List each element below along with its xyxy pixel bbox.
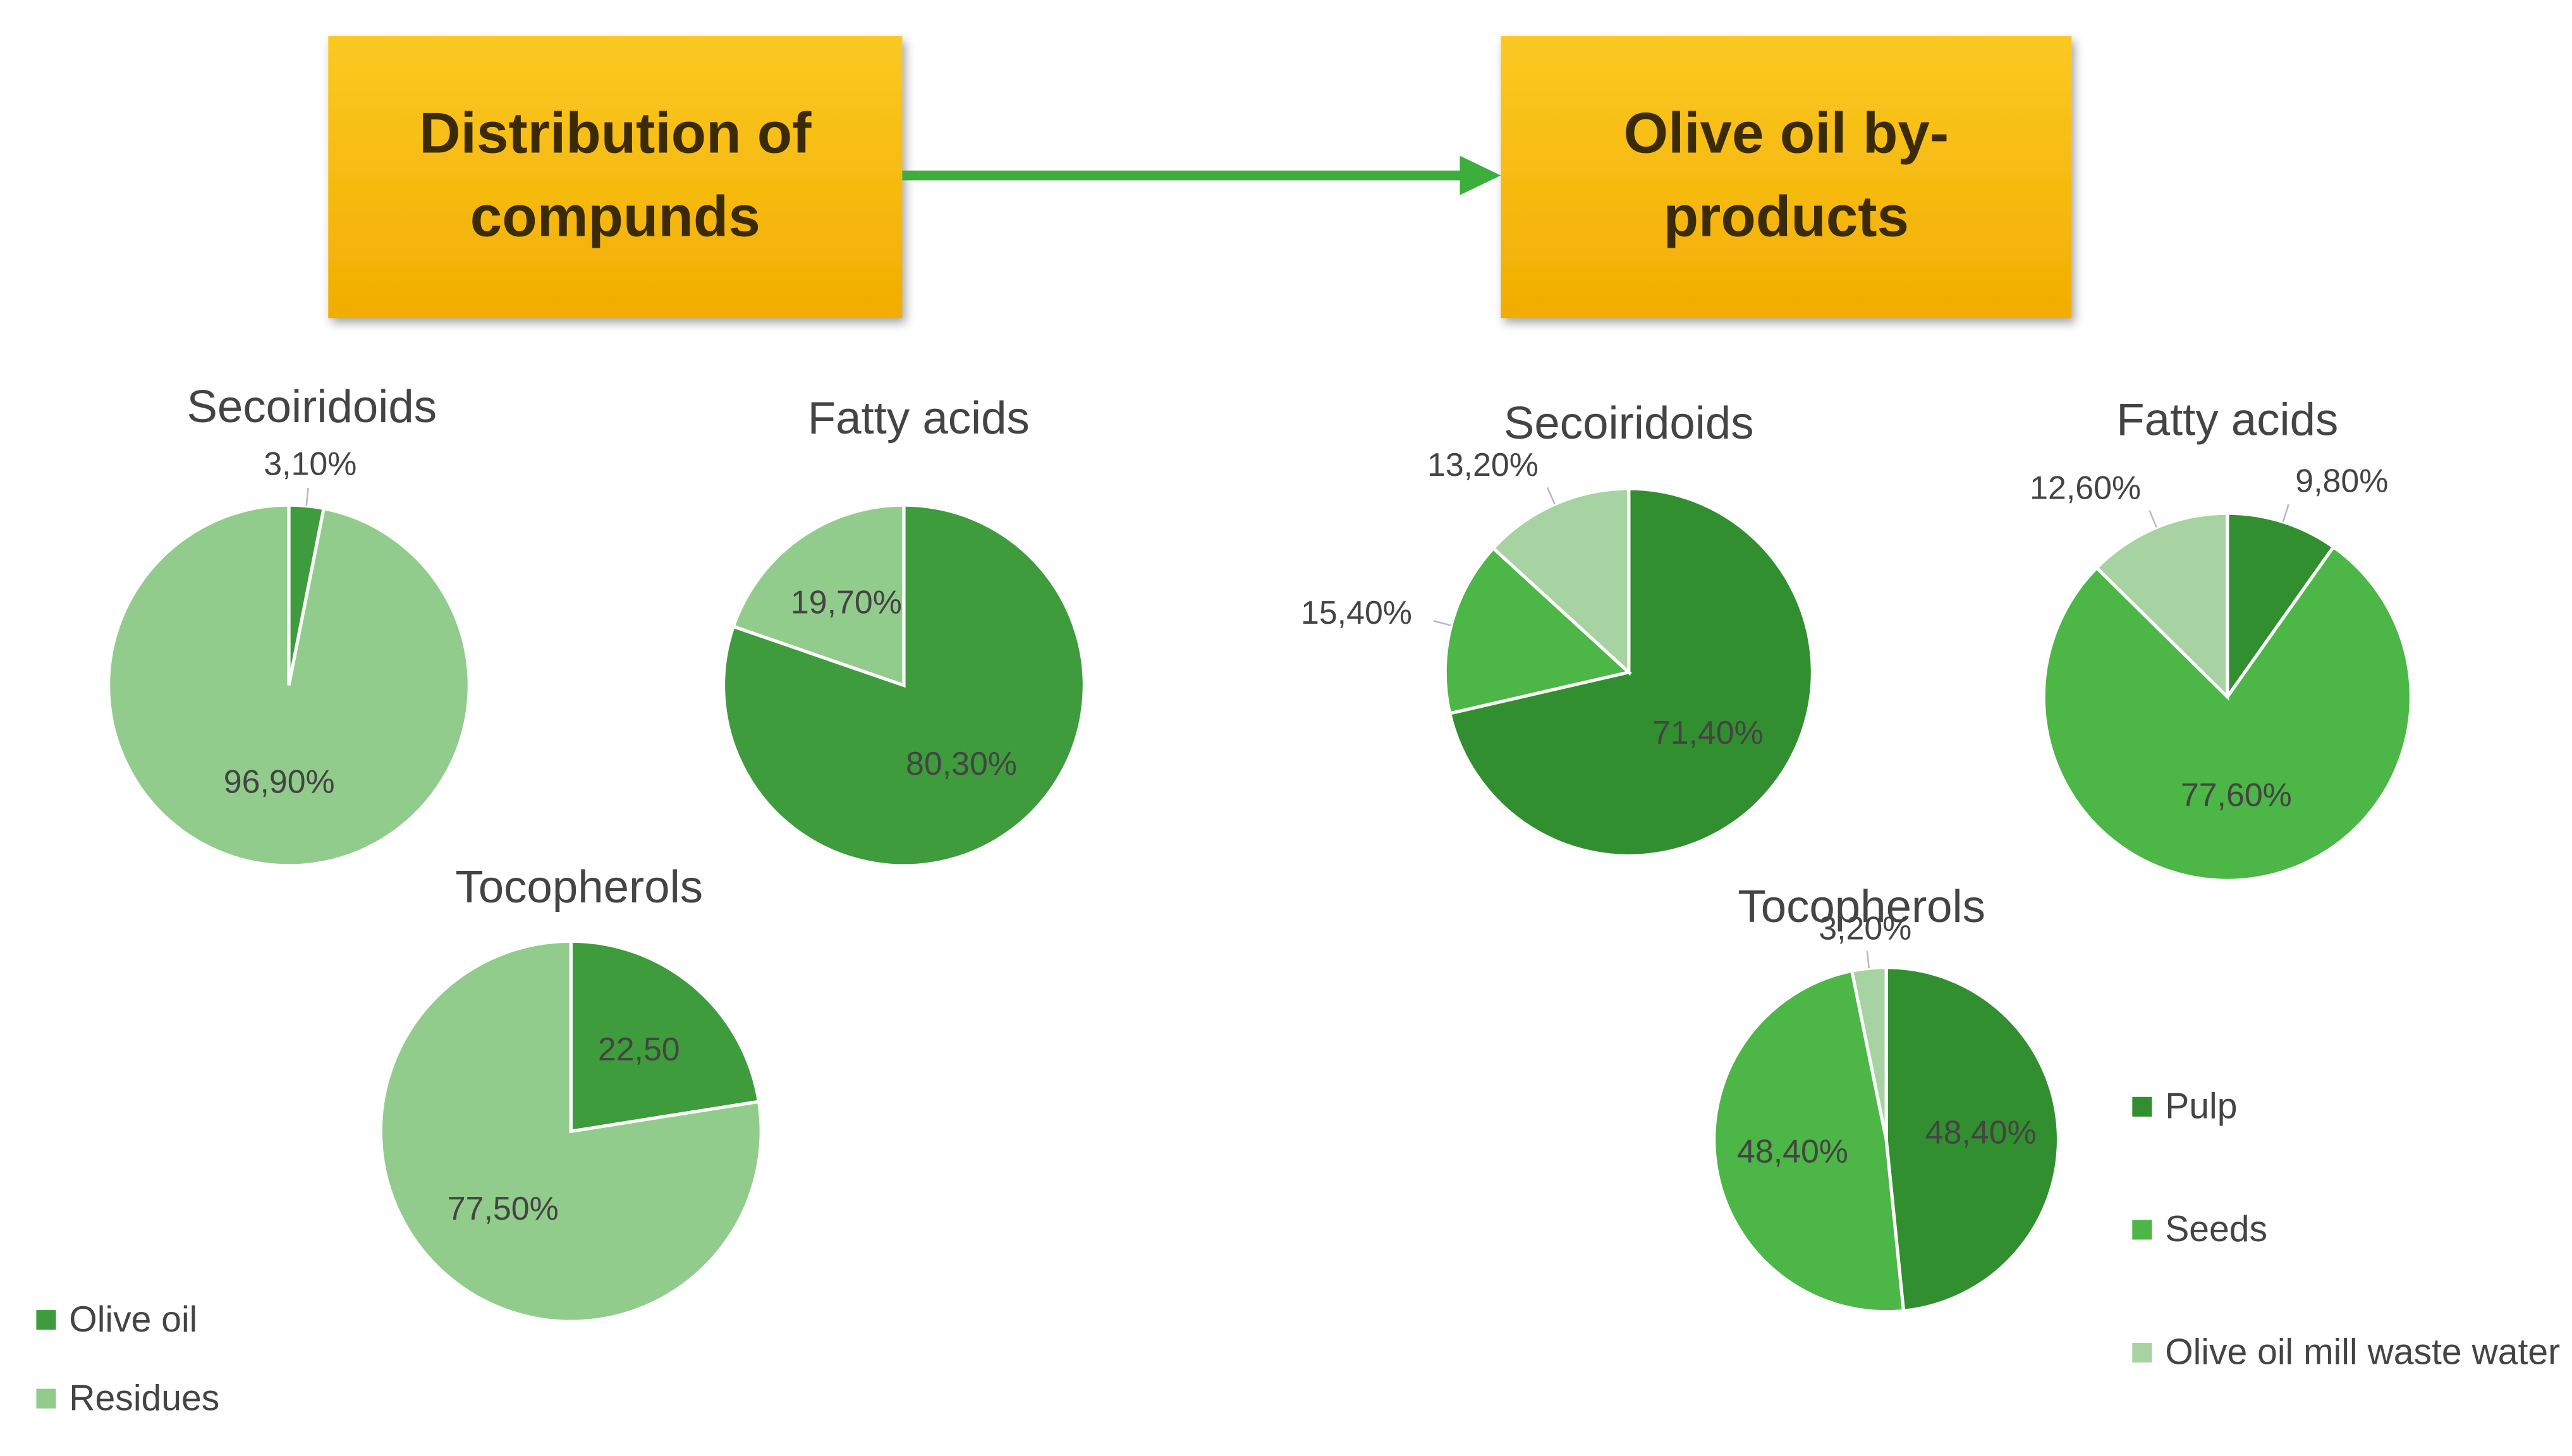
leader-line [1433, 620, 1452, 627]
legend-swatch [2132, 1342, 2152, 1363]
pie-slice [1490, 487, 1631, 676]
legend-swatch [2132, 1096, 2152, 1117]
pie-slice [2226, 511, 2336, 702]
leader-line [2148, 510, 2157, 528]
header-text: Olive oil by-products [1623, 102, 1949, 250]
legend-swatch [2132, 1220, 2152, 1240]
header-box [1501, 36, 2072, 318]
data-label: 48,40% [1925, 1113, 2037, 1150]
data-label: 77,50% [448, 1190, 559, 1227]
legend-entry: Olive oil mill waste water [2165, 1331, 2561, 1373]
header-box-text: Olive oil by-products [1623, 102, 1949, 250]
leader-line [1546, 487, 1556, 505]
pie-title: Secoiridoids [1504, 397, 1754, 449]
arrow-head [1460, 155, 1501, 195]
legend-entry: Seeds [2165, 1208, 2268, 1250]
data-label: 3,20% [1819, 909, 1911, 946]
legend-label: Olive oil mill waste water [2165, 1331, 2561, 1373]
header-text: Distribution of compunds [419, 102, 812, 250]
legend-swatch [36, 1310, 56, 1330]
data-label: 71,40% [1652, 714, 1764, 751]
pie-title: Tocopherols [1738, 881, 1985, 932]
data-label: 77,60% [2181, 777, 2292, 813]
data-label: 48,40% [1737, 1132, 1848, 1169]
pie-title: Secoiridoids [187, 381, 437, 432]
data-label: 13,20% [1427, 446, 1539, 483]
pie-title: Tocopherols [455, 861, 703, 913]
leader-line [305, 487, 309, 506]
legend-label: Seeds [2165, 1208, 2268, 1250]
pie-title: Fatty acids [808, 392, 1030, 444]
data-label: 19,70% [791, 583, 902, 620]
legend-swatch [36, 1388, 56, 1409]
pie-title: Fatty acids [2116, 394, 2338, 446]
data-label: 22,50 [598, 1031, 680, 1067]
pie-slice [1884, 966, 2061, 1313]
data-label: 15,40% [1301, 594, 1412, 631]
data-label: 3,10% [264, 446, 357, 482]
header-box [328, 36, 903, 318]
pie-slice [569, 939, 761, 1134]
pie-slice [106, 503, 471, 868]
legend-label: Residues [69, 1377, 220, 1419]
data-label: 80,30% [906, 745, 1017, 782]
legend-label: Pulp [2165, 1085, 2238, 1127]
legend-entry: Olive oil [69, 1298, 198, 1340]
legend-entry: Pulp [2165, 1085, 2238, 1127]
leader-line [2282, 504, 2289, 523]
pie-slice [379, 939, 763, 1323]
leader-line [1866, 950, 1870, 969]
data-label: 96,90% [224, 763, 335, 799]
pie-slice [731, 503, 906, 688]
pie-slice [1712, 969, 1906, 1314]
legend-label: Olive oil [69, 1298, 198, 1340]
data-label: 12,60% [2030, 469, 2141, 506]
pie-slice [2042, 544, 2413, 882]
pie-slice [2094, 511, 2229, 701]
pie-slice [1443, 545, 1633, 716]
legend-entry: Residues [69, 1377, 220, 1419]
header-box-text: Distribution of compunds [419, 102, 812, 250]
data-label: 9,80% [2295, 463, 2388, 499]
